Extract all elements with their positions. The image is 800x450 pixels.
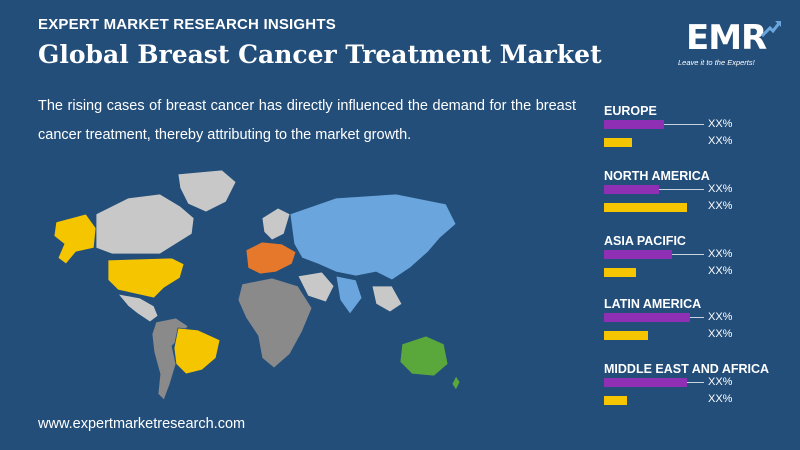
secondary-bar — [604, 331, 648, 340]
primary-value: XX% — [708, 183, 733, 195]
region-name: ASIA PACIFIC — [604, 234, 686, 248]
secondary-bar — [604, 396, 627, 405]
description-text: The rising cases of breast cancer has di… — [38, 98, 576, 143]
secondary-value: XX% — [708, 265, 733, 277]
map-australia — [399, 335, 449, 377]
primary-value: XX% — [708, 376, 733, 388]
primary-value: XX% — [708, 248, 733, 260]
region-europe: EUROPE XX% XX% — [604, 104, 794, 168]
page-title: Global Breast Cancer Treatment Market — [38, 40, 602, 69]
map-scandinavia — [261, 207, 291, 241]
secondary-bar — [604, 203, 687, 212]
map-alaska — [53, 213, 97, 265]
map-central-america — [116, 293, 159, 323]
region-name: NORTH AMERICA — [604, 169, 710, 183]
secondary-value: XX% — [708, 135, 733, 147]
primary-bar — [604, 185, 659, 194]
map-south-asia — [335, 275, 363, 315]
secondary-bar — [604, 268, 636, 277]
logo-tagline: Leave it to the Experts! — [678, 58, 755, 67]
primary-bar — [604, 250, 672, 259]
map-new-zealand — [451, 375, 461, 391]
primary-value: XX% — [708, 311, 733, 323]
map-middle-east — [297, 271, 335, 303]
secondary-value: XX% — [708, 328, 733, 340]
map-usa — [107, 257, 185, 299]
primary-bar — [604, 313, 690, 322]
logo-mark: EMR — [686, 18, 767, 58]
website-url: www.expertmarketresearch.com — [38, 416, 246, 432]
secondary-value: XX% — [708, 393, 733, 405]
map-asia — [289, 193, 457, 281]
secondary-value: XX% — [708, 200, 733, 212]
map-canada — [95, 193, 195, 255]
primary-bar — [604, 378, 687, 387]
region-north-america: NORTH AMERICA XX% XX% — [604, 169, 794, 233]
secondary-bar — [604, 138, 632, 147]
region-middle-east-africa: MIDDLE EAST AND AFRICA XX% XX% — [604, 362, 794, 426]
primary-bar — [604, 120, 664, 129]
map-europe — [245, 241, 297, 275]
world-map — [53, 169, 461, 401]
primary-value: XX% — [708, 118, 733, 130]
region-name: LATIN AMERICA — [604, 297, 702, 311]
region-asia-pacific: ASIA PACIFIC XX% XX% — [604, 234, 794, 298]
trend-arrow-icon — [760, 21, 782, 38]
region-name: MIDDLE EAST AND AFRICA — [604, 362, 770, 376]
map-greenland — [177, 169, 237, 213]
map-brazil — [173, 327, 221, 375]
map-africa — [237, 277, 313, 369]
region-latin-america: LATIN AMERICA XX% XX% — [604, 297, 794, 361]
kicker-heading: EXPERT MARKET RESEARCH INSIGHTS — [38, 16, 336, 33]
emr-logo: EMR Leave it to the Experts! — [676, 18, 788, 74]
map-se-asia — [371, 285, 403, 313]
region-name: EUROPE — [604, 104, 657, 118]
